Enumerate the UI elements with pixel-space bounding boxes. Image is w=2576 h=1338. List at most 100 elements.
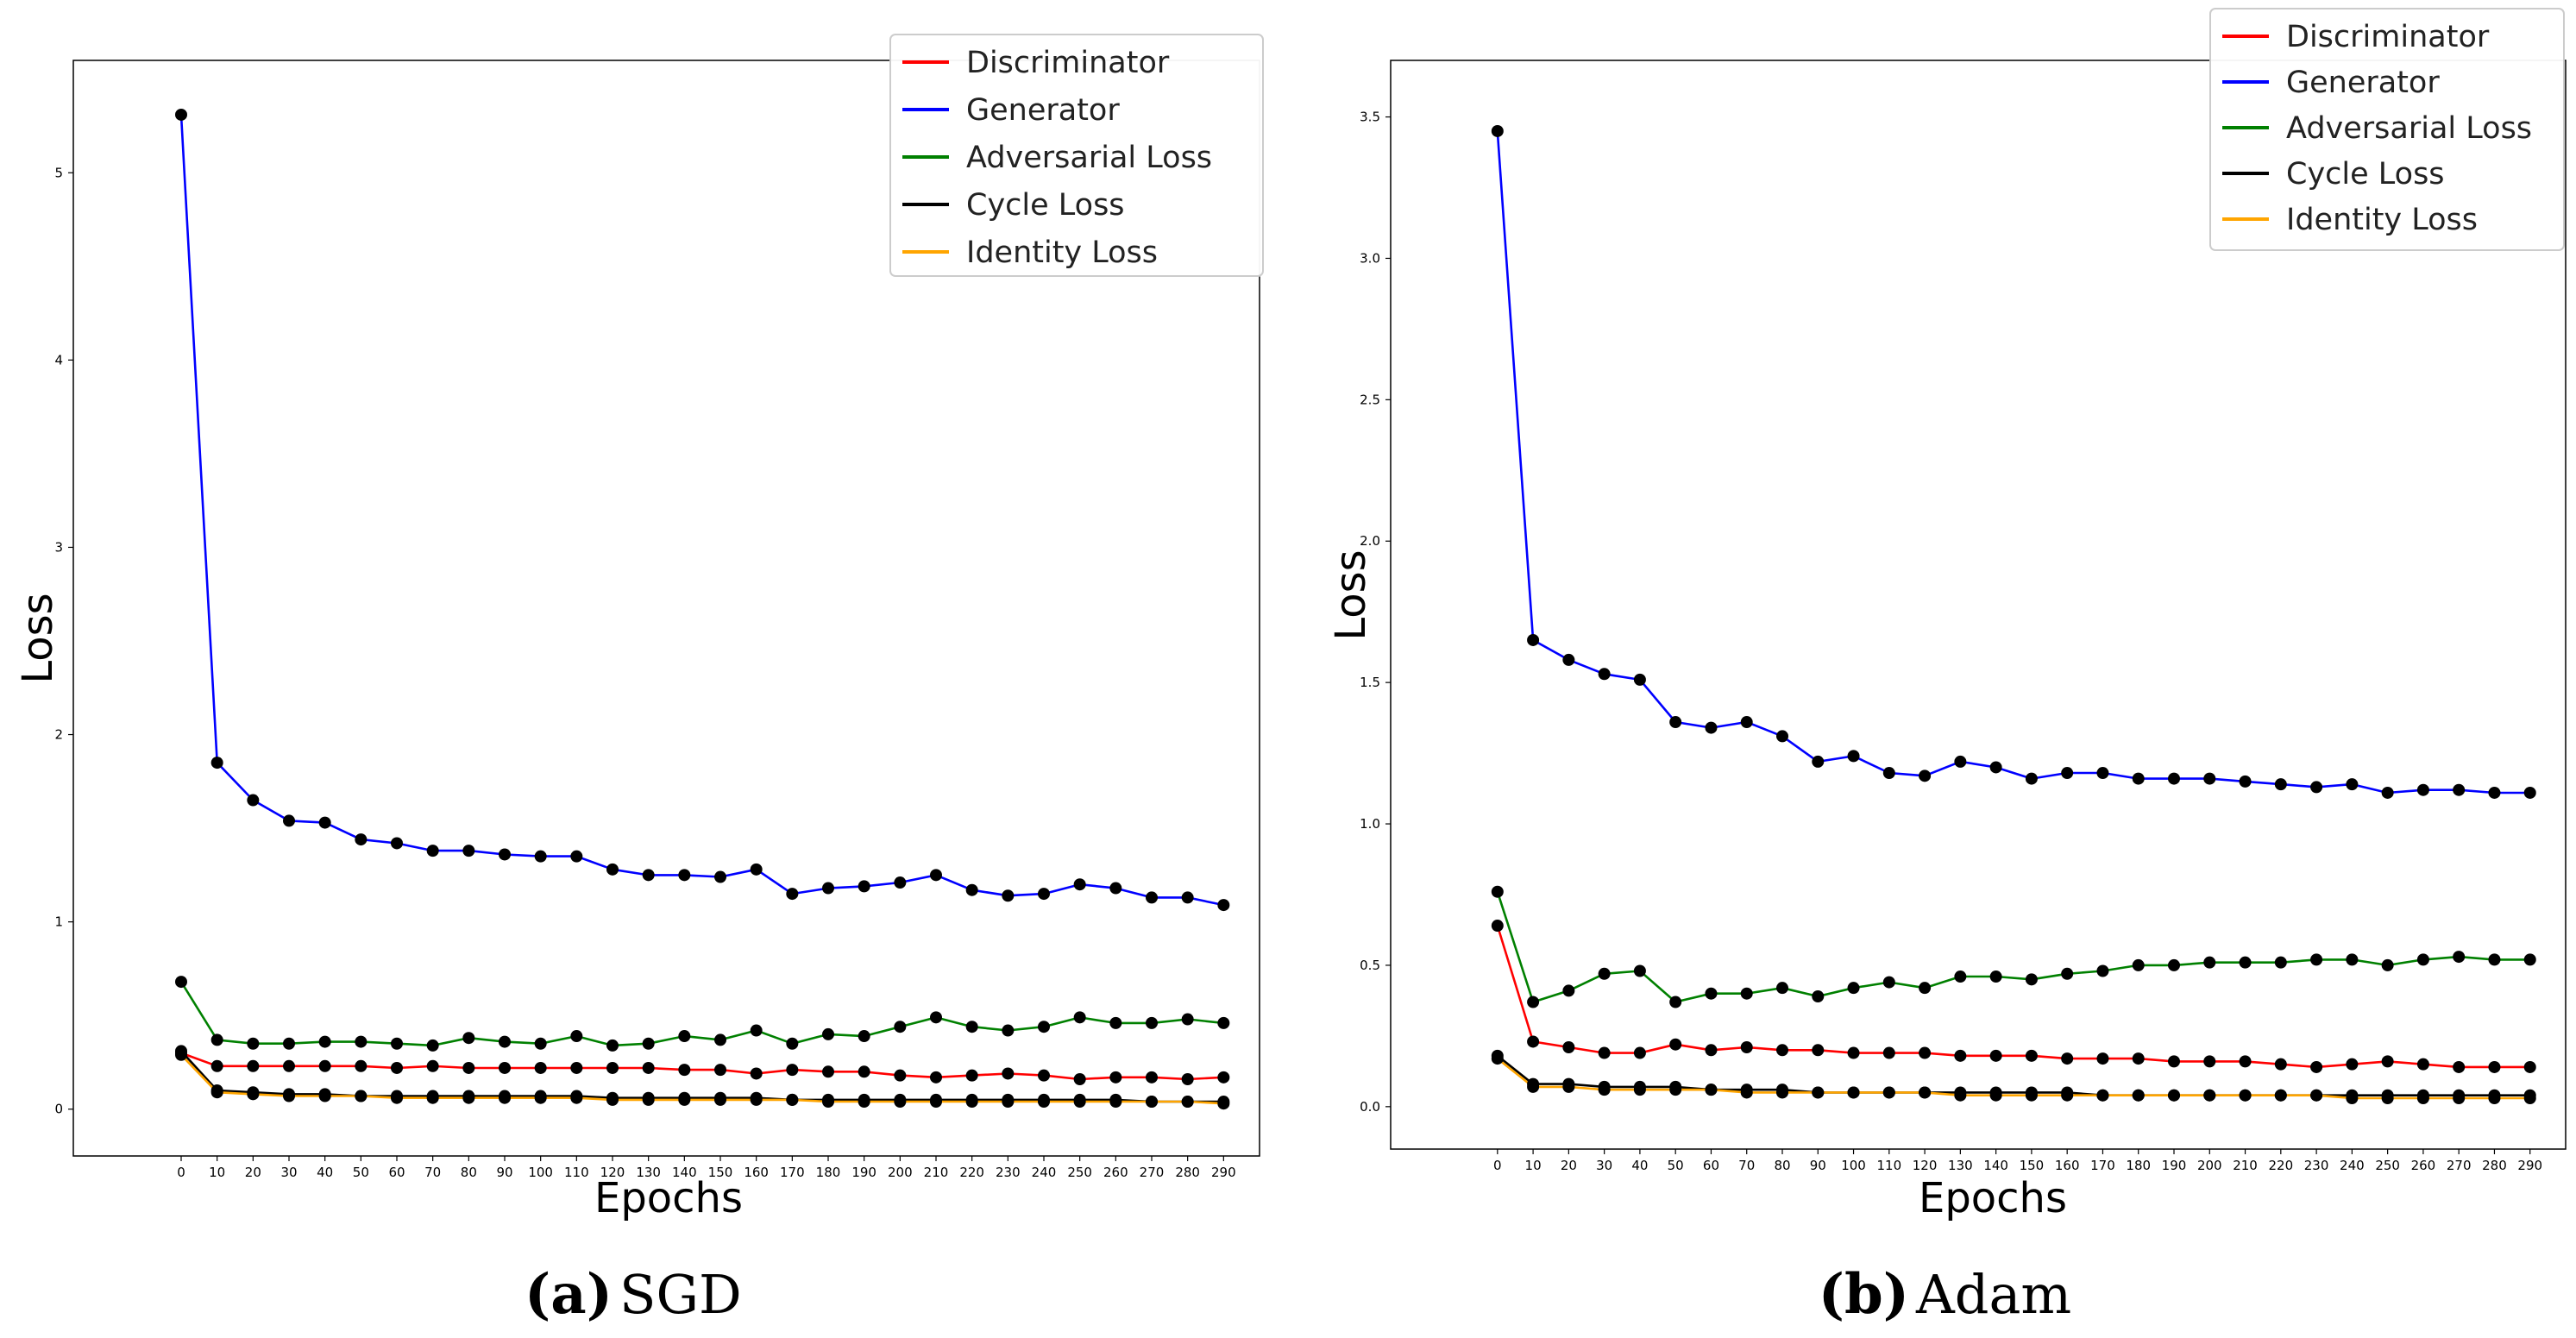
data-point-discriminator-60 bbox=[1705, 1044, 1718, 1057]
data-point-discriminator-240 bbox=[2346, 1058, 2359, 1071]
data-point-generator-80 bbox=[1776, 730, 1788, 743]
data-point-adversarial-loss-270 bbox=[1146, 1016, 1158, 1029]
data-point-identity-loss-40 bbox=[1633, 1084, 1646, 1096]
legend-label-cycle-loss: Cycle Loss bbox=[966, 188, 1125, 223]
x-tick-label-260: 260 bbox=[2411, 1158, 2436, 1173]
x-axis-label-b: Epochs bbox=[1919, 1174, 2067, 1222]
x-tick-label-10: 10 bbox=[1525, 1158, 1542, 1173]
data-point-adversarial-loss-220 bbox=[2274, 956, 2287, 969]
data-point-identity-loss-150 bbox=[2025, 1089, 2038, 1102]
x-tick-label-290: 290 bbox=[1211, 1165, 1236, 1180]
data-point-discriminator-180 bbox=[2132, 1052, 2145, 1065]
data-point-identity-loss-70 bbox=[426, 1091, 439, 1104]
data-point-generator-60 bbox=[391, 837, 403, 850]
data-point-discriminator-210 bbox=[930, 1071, 942, 1084]
data-point-identity-loss-180 bbox=[822, 1096, 834, 1109]
x-tick-label-250: 250 bbox=[1067, 1165, 1092, 1180]
data-point-generator-150 bbox=[714, 870, 726, 883]
data-point-discriminator-30 bbox=[283, 1059, 295, 1072]
data-point-discriminator-100 bbox=[1847, 1046, 1860, 1059]
data-point-adversarial-loss-200 bbox=[2203, 956, 2216, 969]
data-point-discriminator-290 bbox=[2523, 1060, 2536, 1073]
y-tick-label-7: 3.5 bbox=[1360, 110, 1380, 125]
legend-box bbox=[2209, 8, 2565, 251]
data-point-identity-loss-190 bbox=[858, 1096, 870, 1109]
data-point-discriminator-160 bbox=[750, 1067, 763, 1080]
x-tick-label-160: 160 bbox=[2055, 1158, 2080, 1173]
series-line-identity-loss bbox=[180, 1053, 1224, 1105]
y-tick-label-6: 3.0 bbox=[1360, 250, 1380, 266]
data-point-discriminator-0 bbox=[1491, 920, 1504, 933]
y-tick-label-5: 2.5 bbox=[1360, 392, 1380, 407]
data-point-discriminator-200 bbox=[894, 1069, 907, 1082]
data-point-generator-40 bbox=[318, 816, 331, 829]
data-point-identity-loss-130 bbox=[1954, 1089, 1967, 1102]
data-point-generator-220 bbox=[2274, 778, 2287, 791]
x-tick-label-270: 270 bbox=[1140, 1165, 1165, 1180]
x-tick-label-0: 0 bbox=[1493, 1158, 1502, 1173]
data-point-adversarial-loss-50 bbox=[355, 1035, 368, 1048]
data-point-discriminator-250 bbox=[2381, 1055, 2394, 1068]
data-point-discriminator-90 bbox=[1812, 1044, 1825, 1057]
data-point-adversarial-loss-10 bbox=[210, 1033, 223, 1046]
x-tick-label-190: 190 bbox=[851, 1165, 876, 1180]
data-point-adversarial-loss-290 bbox=[1217, 1016, 1230, 1029]
data-point-identity-loss-110 bbox=[570, 1091, 583, 1104]
data-point-identity-loss-290 bbox=[1217, 1097, 1230, 1110]
x-tick-label-150: 150 bbox=[708, 1165, 733, 1180]
data-point-discriminator-190 bbox=[2168, 1055, 2180, 1068]
data-point-discriminator-20 bbox=[247, 1059, 260, 1072]
data-point-discriminator-260 bbox=[1109, 1071, 1122, 1084]
series-line-adversarial-loss bbox=[1496, 891, 2530, 1003]
data-point-generator-160 bbox=[750, 863, 763, 876]
series-line-discriminator bbox=[1496, 925, 2530, 1069]
series-line-adversarial-loss bbox=[179, 981, 1224, 1047]
x-tick-label-130: 130 bbox=[1948, 1158, 1973, 1173]
x-tick-label-70: 70 bbox=[1738, 1158, 1755, 1173]
data-point-adversarial-loss-250 bbox=[1073, 1011, 1086, 1024]
x-tick-label-230: 230 bbox=[2304, 1158, 2329, 1173]
data-point-identity-loss-30 bbox=[1598, 1084, 1611, 1096]
data-point-generator-40 bbox=[1633, 673, 1646, 686]
series-line-cycle-loss bbox=[180, 1050, 1224, 1103]
data-point-discriminator-50 bbox=[355, 1059, 368, 1072]
data-point-generator-240 bbox=[2346, 778, 2359, 791]
data-point-adversarial-loss-0 bbox=[175, 976, 187, 989]
x-tick-label-140: 140 bbox=[672, 1165, 697, 1180]
data-point-identity-loss-260 bbox=[1109, 1096, 1122, 1109]
data-point-identity-loss-100 bbox=[534, 1091, 547, 1104]
data-point-discriminator-280 bbox=[2488, 1060, 2501, 1073]
data-point-discriminator-70 bbox=[1740, 1040, 1753, 1053]
data-point-discriminator-210 bbox=[2239, 1055, 2252, 1068]
data-point-adversarial-loss-240 bbox=[2346, 953, 2359, 966]
data-point-generator-20 bbox=[1562, 653, 1575, 666]
data-point-discriminator-180 bbox=[822, 1065, 834, 1078]
data-point-adversarial-loss-260 bbox=[1109, 1016, 1122, 1029]
data-point-adversarial-loss-30 bbox=[1598, 967, 1611, 980]
data-point-adversarial-loss-140 bbox=[1989, 971, 2002, 983]
data-point-discriminator-140 bbox=[1989, 1049, 2002, 1062]
data-point-generator-60 bbox=[1705, 721, 1718, 734]
plot-frame-b bbox=[1390, 60, 2567, 1150]
y-tick-label-2: 1.0 bbox=[1360, 816, 1380, 832]
data-point-adversarial-loss-150 bbox=[714, 1033, 726, 1046]
data-point-identity-loss-90 bbox=[1812, 1086, 1825, 1099]
x-tick-label-170: 170 bbox=[2090, 1158, 2115, 1173]
data-point-generator-110 bbox=[1882, 767, 1895, 780]
data-point-identity-loss-250 bbox=[2381, 1091, 2394, 1104]
data-point-adversarial-loss-30 bbox=[283, 1037, 295, 1050]
data-point-identity-loss-280 bbox=[2488, 1091, 2501, 1104]
data-point-identity-loss-160 bbox=[750, 1093, 763, 1106]
data-point-identity-loss-10 bbox=[210, 1086, 223, 1099]
data-point-discriminator-200 bbox=[2203, 1055, 2216, 1068]
x-tick-label-60: 60 bbox=[1703, 1158, 1719, 1173]
data-point-generator-100 bbox=[534, 850, 547, 863]
y-tick-label-0: 0.0 bbox=[1360, 1099, 1380, 1115]
data-point-generator-170 bbox=[786, 888, 799, 901]
data-point-adversarial-loss-230 bbox=[1002, 1024, 1015, 1037]
data-point-adversarial-loss-170 bbox=[2096, 964, 2109, 977]
series-line-generator bbox=[1496, 130, 2530, 795]
data-point-generator-210 bbox=[930, 869, 942, 882]
data-point-discriminator-190 bbox=[858, 1065, 870, 1078]
legend-label-discriminator: Discriminator bbox=[2286, 20, 2490, 54]
